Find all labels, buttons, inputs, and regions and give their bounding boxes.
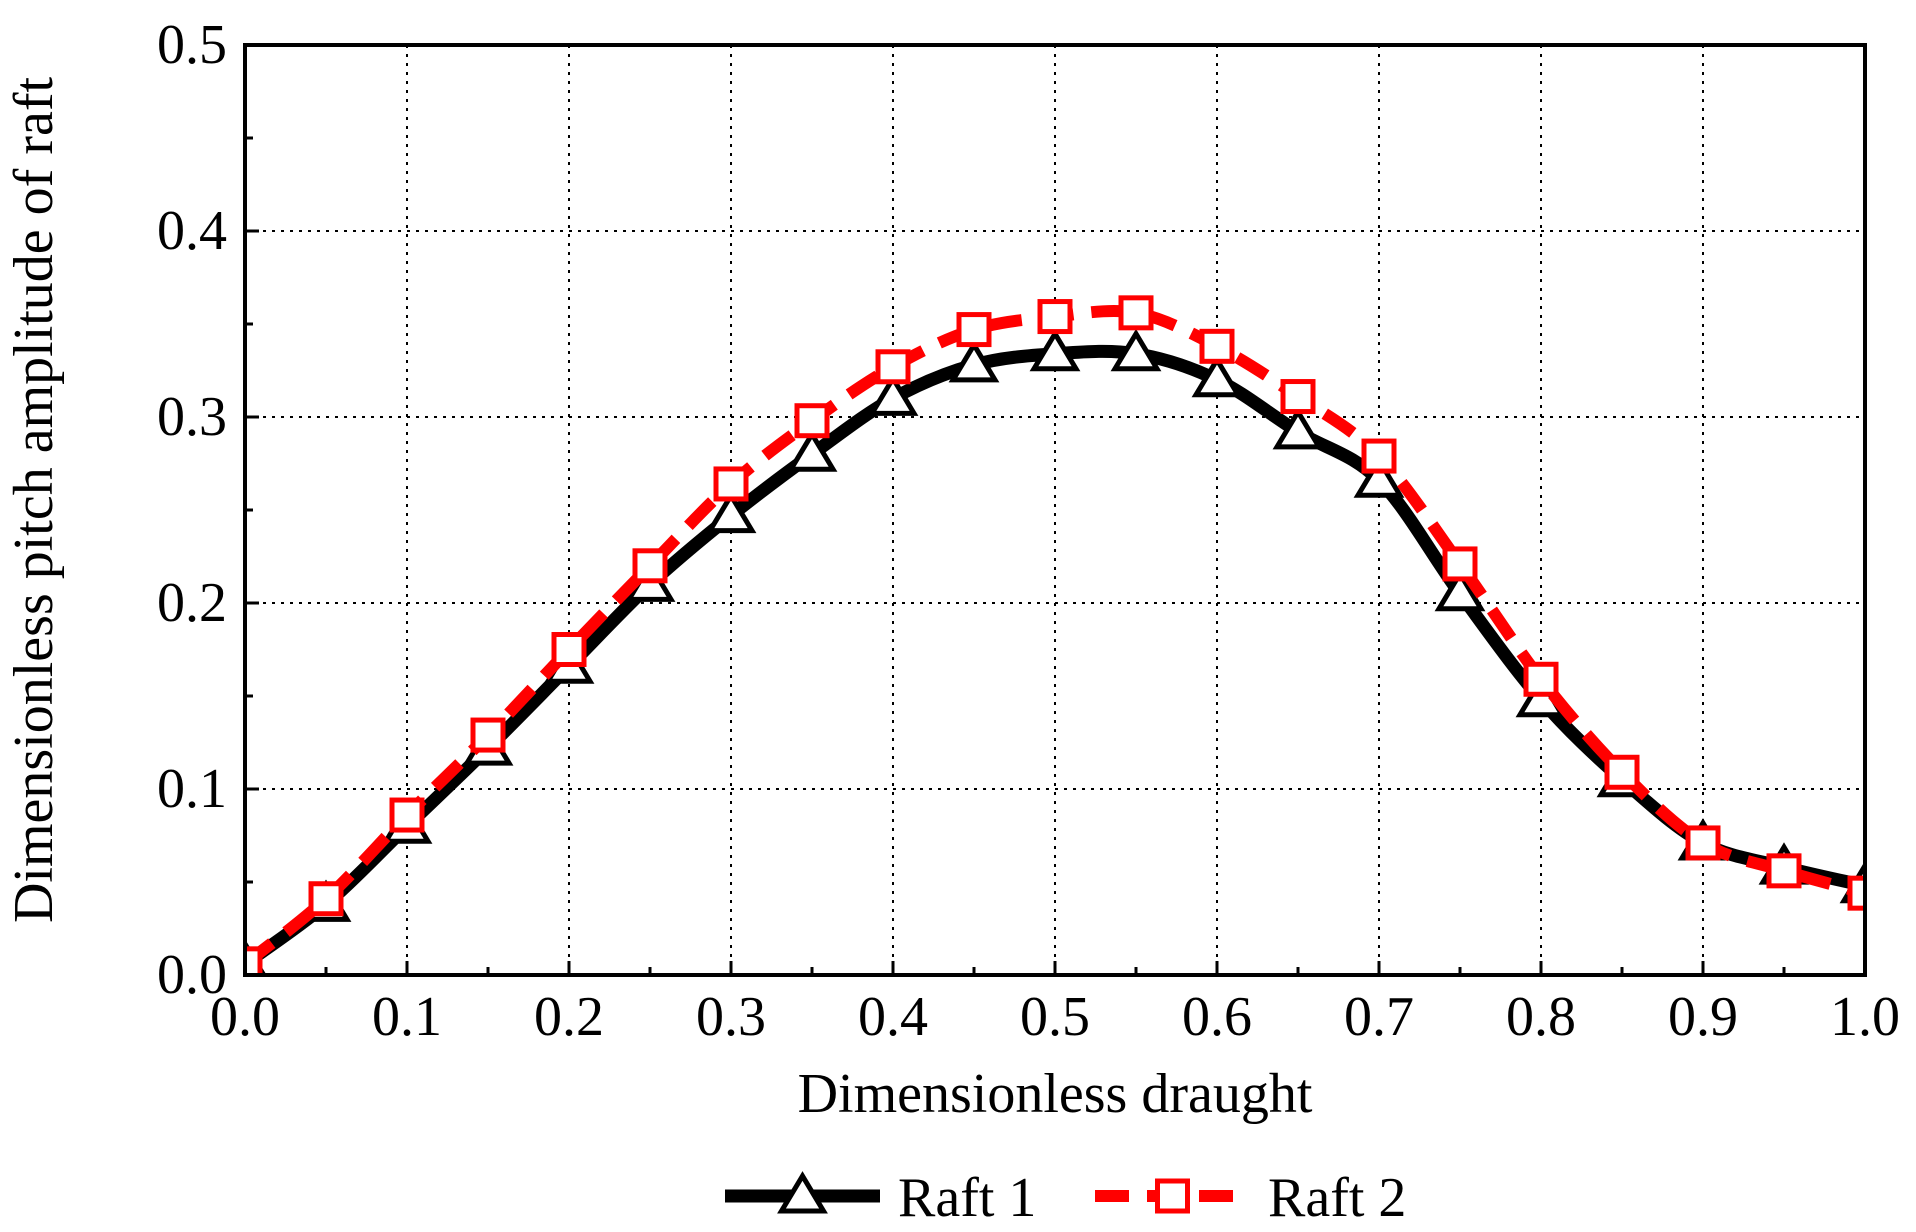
legend-item-2: Raft 2 <box>1095 1167 1406 1229</box>
legend-item-1: Raft 1 <box>725 1167 1036 1229</box>
data-point <box>1442 546 1478 582</box>
data-point <box>956 312 992 348</box>
x-tick-label: 0.8 <box>1506 986 1576 1048</box>
data-point <box>1191 354 1243 398</box>
data-point <box>470 717 506 753</box>
plot-series <box>245 295 1865 975</box>
data-point <box>1110 328 1162 372</box>
data-point <box>713 466 749 502</box>
x-tick-label: 0.1 <box>372 986 442 1048</box>
x-tick-label: 0.6 <box>1182 986 1252 1048</box>
x-axis-title: Dimensionless draught <box>798 1063 1313 1125</box>
data-point <box>948 340 1000 383</box>
data-point <box>632 548 668 584</box>
axis-ticks <box>243 43 1867 977</box>
y-tick-label: 0.2 <box>157 572 227 634</box>
legend-label: Raft 2 <box>1268 1167 1406 1229</box>
data-point <box>1766 853 1802 889</box>
data-point <box>1280 379 1316 415</box>
data-point <box>1118 295 1154 331</box>
data-point <box>705 490 757 534</box>
x-tick-label: 1.0 <box>1830 986 1900 1048</box>
x-tick-label: 0.7 <box>1344 986 1414 1048</box>
data-point <box>875 349 911 385</box>
legend: Raft 1 Raft 2 <box>725 1167 1406 1229</box>
data-point <box>1685 825 1721 861</box>
data-point <box>245 946 263 975</box>
data-point <box>1037 299 1073 335</box>
data-point <box>389 797 425 833</box>
y-tick-label: 0.5 <box>157 14 227 76</box>
x-tick-label: 0.3 <box>696 986 766 1048</box>
data-point <box>551 632 587 667</box>
y-tick-label: 0.0 <box>157 944 227 1006</box>
tick-labels: 0.0 0.1 0.2 0.3 0.4 0.5 0.6 0.7 0.8 0.9 1.0 0.0 0.1 0… <box>157 14 1900 1048</box>
legend-label: Raft 1 <box>898 1167 1036 1229</box>
x-tick-label: 0.5 <box>1020 986 1090 1048</box>
x-tick-label: 0.0 <box>210 986 280 1048</box>
data-point <box>1353 455 1405 498</box>
y-tick-label: 0.3 <box>157 386 227 448</box>
x-tick-label: 0.2 <box>534 986 604 1048</box>
data-point <box>1272 407 1324 450</box>
data-point <box>308 881 344 917</box>
gridlines <box>245 45 1865 975</box>
data-point <box>1847 875 1865 911</box>
data-point <box>1029 328 1081 372</box>
y-axis-title: Dimensionless pitch amplitude of raft <box>3 77 65 923</box>
data-point <box>1604 754 1640 790</box>
data-point <box>1361 438 1397 474</box>
legend-marker <box>777 1171 828 1214</box>
y-tick-label: 0.1 <box>157 758 227 820</box>
x-tick-label: 0.4 <box>858 986 928 1048</box>
data-point <box>786 429 838 472</box>
data-point <box>867 373 919 416</box>
y-tick-label: 0.4 <box>157 200 227 262</box>
data-point <box>1434 568 1486 612</box>
x-tick-label: 0.9 <box>1668 986 1738 1048</box>
data-point <box>1523 661 1559 697</box>
data-point <box>1199 328 1235 364</box>
series-2 <box>245 295 1865 975</box>
legend-marker <box>1155 1178 1190 1214</box>
data-point <box>794 403 830 439</box>
